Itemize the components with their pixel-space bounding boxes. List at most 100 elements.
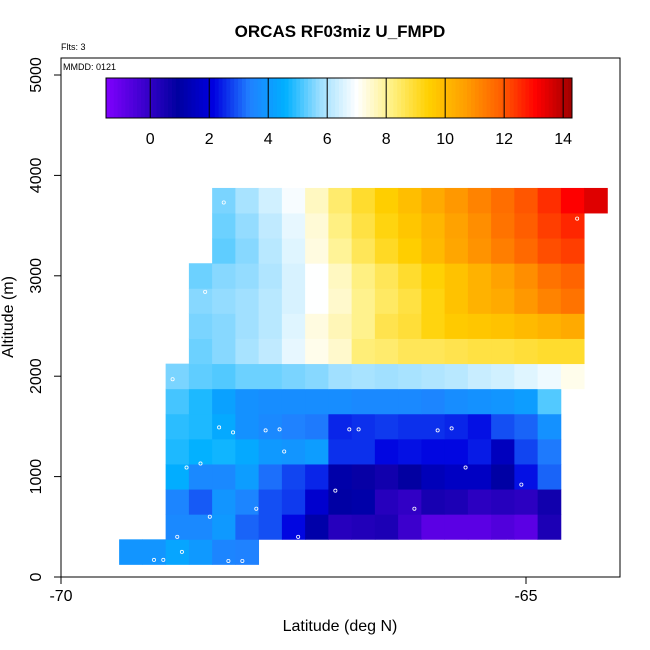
heatmap-cell bbox=[514, 263, 539, 289]
heatmap-cell bbox=[374, 363, 399, 390]
colorbar-segment bbox=[331, 78, 336, 118]
x-axis-label: Latitude (deg N) bbox=[283, 618, 398, 635]
heatmap-cell bbox=[351, 413, 376, 440]
y-tick-label: 4000 bbox=[28, 158, 45, 194]
heatmap-cell bbox=[398, 313, 422, 339]
sample-point bbox=[254, 506, 259, 511]
colorbar-segment bbox=[420, 78, 425, 118]
colorbar-tick-label: 2 bbox=[205, 131, 214, 148]
heatmap-cell bbox=[188, 464, 213, 490]
colorbar-segment bbox=[113, 78, 119, 118]
heatmap-cell bbox=[235, 263, 260, 289]
heatmap-cell bbox=[188, 388, 213, 415]
sample-point bbox=[305, 543, 310, 548]
colorbar-segment bbox=[323, 78, 328, 118]
heatmap-cell bbox=[398, 238, 422, 264]
heatmap-cell bbox=[258, 514, 283, 540]
heatmap-cell bbox=[444, 489, 469, 515]
heatmap-cell bbox=[444, 438, 469, 465]
colorbar-segment bbox=[327, 78, 332, 118]
heatmap-cell bbox=[305, 338, 329, 365]
y-tick-label: 5000 bbox=[28, 57, 45, 93]
sample-point bbox=[170, 377, 175, 382]
colorbar-segment bbox=[564, 78, 569, 118]
heatmap-cell bbox=[258, 388, 283, 415]
colorbar-tick-label: 14 bbox=[554, 131, 572, 148]
heatmap-cell bbox=[165, 363, 190, 390]
heatmap-cell bbox=[467, 187, 492, 214]
sample-point bbox=[435, 428, 440, 433]
colorbar-segment bbox=[175, 78, 181, 118]
colorbar-segment bbox=[179, 78, 185, 118]
heatmap-cell bbox=[281, 363, 306, 390]
colorbar-segment bbox=[490, 78, 495, 118]
colorbar-tick-label: 8 bbox=[382, 131, 391, 148]
heatmap-cell bbox=[305, 514, 329, 540]
heatmap-cell bbox=[467, 238, 492, 264]
colorbar-segment bbox=[529, 78, 534, 118]
colorbar-segment bbox=[226, 78, 231, 118]
heatmap-cell bbox=[491, 363, 515, 390]
heatmap-cell bbox=[188, 263, 213, 289]
heatmap-cell bbox=[421, 187, 446, 214]
colorbar-segment bbox=[230, 78, 235, 118]
heatmap-cell bbox=[235, 514, 260, 540]
heatmap-cell bbox=[212, 238, 236, 264]
heatmap-cell bbox=[188, 514, 213, 540]
heatmap-cell bbox=[374, 288, 399, 314]
heatmap-cell bbox=[212, 514, 236, 540]
heatmap-cell bbox=[398, 363, 422, 390]
sample-point bbox=[161, 557, 166, 562]
heatmap-cell bbox=[235, 187, 260, 214]
heatmap-cell bbox=[491, 438, 515, 465]
heatmap-cell bbox=[467, 514, 492, 540]
colorbar-frame bbox=[105, 77, 573, 119]
heatmap-cell bbox=[514, 464, 539, 490]
heatmap-cell bbox=[328, 213, 353, 239]
heatmap-cell bbox=[188, 338, 213, 365]
heatmap-cell bbox=[374, 388, 399, 415]
date-note: MMDD: 0121 bbox=[63, 62, 116, 72]
colorbar-segment bbox=[548, 78, 554, 118]
heatmap-cell bbox=[212, 489, 236, 515]
heatmap-cell bbox=[328, 514, 353, 540]
sample-point bbox=[226, 558, 231, 563]
heatmap-cell bbox=[235, 539, 260, 565]
sample-point bbox=[277, 427, 282, 432]
heatmap-cell bbox=[560, 363, 585, 390]
heatmap-cell bbox=[258, 464, 283, 490]
heatmap-cell bbox=[421, 514, 446, 540]
colorbar-segment bbox=[106, 78, 111, 118]
colorbar-segment bbox=[568, 78, 573, 118]
colorbar-segment bbox=[424, 78, 429, 118]
heatmap-cell bbox=[398, 438, 422, 465]
heatmap-cell bbox=[537, 288, 562, 314]
heatmap-cell bbox=[188, 438, 213, 465]
heatmap-cell bbox=[444, 413, 469, 440]
heatmap-cell bbox=[421, 238, 446, 264]
colorbar-segment bbox=[261, 78, 266, 118]
colorbar-segment bbox=[362, 78, 367, 118]
colorbar-segment bbox=[412, 78, 418, 118]
heatmap-cell bbox=[398, 514, 422, 540]
heatmap-cell bbox=[537, 187, 562, 214]
colorbar-segment bbox=[517, 78, 523, 118]
colorbar-segment bbox=[245, 78, 251, 118]
heatmap-cell bbox=[351, 263, 376, 289]
colorbar-segment bbox=[148, 78, 154, 118]
sample-point bbox=[231, 430, 236, 435]
colorbar-segment bbox=[272, 78, 278, 118]
sample-point bbox=[347, 427, 352, 432]
heatmap-cell bbox=[514, 363, 539, 390]
heatmap-cell bbox=[514, 514, 539, 540]
heatmap-cell bbox=[421, 363, 446, 390]
heatmap-cell bbox=[235, 213, 260, 239]
colorbar-segment bbox=[218, 78, 223, 118]
heatmap-cell bbox=[491, 263, 515, 289]
heatmap-cell bbox=[351, 464, 376, 490]
heatmap-cell bbox=[537, 413, 562, 440]
heatmap-cell bbox=[560, 238, 585, 264]
colorbar-tick-label: 10 bbox=[436, 131, 454, 148]
colorbar-segment bbox=[269, 78, 274, 118]
